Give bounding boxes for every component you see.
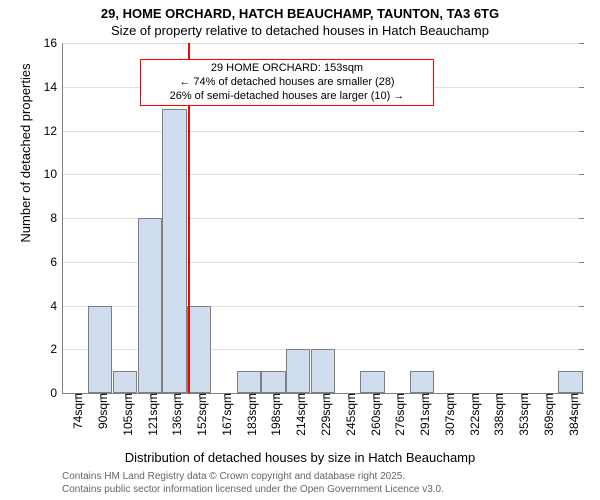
gridline [63,174,583,175]
bar [162,109,186,393]
bar [558,371,582,393]
xtick-label: 338sqm [486,393,506,436]
xtick-label: 198sqm [263,393,283,436]
xtick-label: 260sqm [363,393,383,436]
xtick-label: 214sqm [288,393,308,436]
bar [237,371,261,393]
xtick-label: 105sqm [115,393,135,436]
ytick-label: 12 [44,124,63,138]
attribution: Contains HM Land Registry data © Crown c… [62,470,444,496]
ytick-label: 14 [44,80,63,94]
xtick-label: 384sqm [561,393,581,436]
x-axis-label: Distribution of detached houses by size … [0,450,600,465]
gridline [63,43,583,44]
xtick-label: 276sqm [387,393,407,436]
ytick-mark [579,306,584,307]
ytick-label: 16 [44,36,63,50]
annotation-line2: ← 74% of detached houses are smaller (28… [147,76,427,90]
chart-container: 29, HOME ORCHARD, HATCH BEAUCHAMP, TAUNT… [0,0,600,500]
xtick-label: 307sqm [437,393,457,436]
attribution-line1: Contains HM Land Registry data © Crown c… [62,470,444,483]
attribution-line2: Contains public sector information licen… [62,483,444,496]
xtick-label: 167sqm [214,393,234,436]
ytick-label: 10 [44,167,63,181]
bar [113,371,137,393]
xtick-label: 291sqm [412,393,432,436]
ytick-label: 2 [50,342,63,356]
annotation-line3: 26% of semi-detached houses are larger (… [147,90,427,104]
ytick-label: 0 [50,386,63,400]
ytick-mark [579,174,584,175]
xtick-label: 353sqm [511,393,531,436]
gridline [63,131,583,132]
bar [138,218,162,393]
annotation-box: 29 HOME ORCHARD: 153sqm ← 74% of detache… [140,59,434,106]
ytick-label: 4 [50,299,63,313]
ytick-mark [579,87,584,88]
bar [410,371,434,393]
ytick-mark [579,218,584,219]
y-axis-label: Number of detached properties [18,0,33,328]
bar [261,371,285,393]
annotation-line1: 29 HOME ORCHARD: 153sqm [147,62,427,76]
ytick-mark [579,43,584,44]
ytick-mark [579,349,584,350]
xtick-label: 322sqm [462,393,482,436]
xtick-label: 74sqm [65,393,85,429]
chart-title: 29, HOME ORCHARD, HATCH BEAUCHAMP, TAUNT… [0,6,600,21]
ytick-label: 6 [50,255,63,269]
xtick-label: 245sqm [338,393,358,436]
xtick-label: 183sqm [239,393,259,436]
chart-subtitle: Size of property relative to detached ho… [0,23,600,38]
ytick-mark [579,262,584,263]
xtick-label: 121sqm [140,393,160,436]
bar [88,306,112,394]
xtick-label: 90sqm [90,393,110,429]
ytick-mark [579,131,584,132]
xtick-label: 136sqm [164,393,184,436]
bar [311,349,335,393]
xtick-label: 152sqm [189,393,209,436]
bar [360,371,384,393]
ytick-label: 8 [50,211,63,225]
xtick-label: 229sqm [313,393,333,436]
bar [286,349,310,393]
bar [187,306,211,394]
xtick-label: 369sqm [536,393,556,436]
